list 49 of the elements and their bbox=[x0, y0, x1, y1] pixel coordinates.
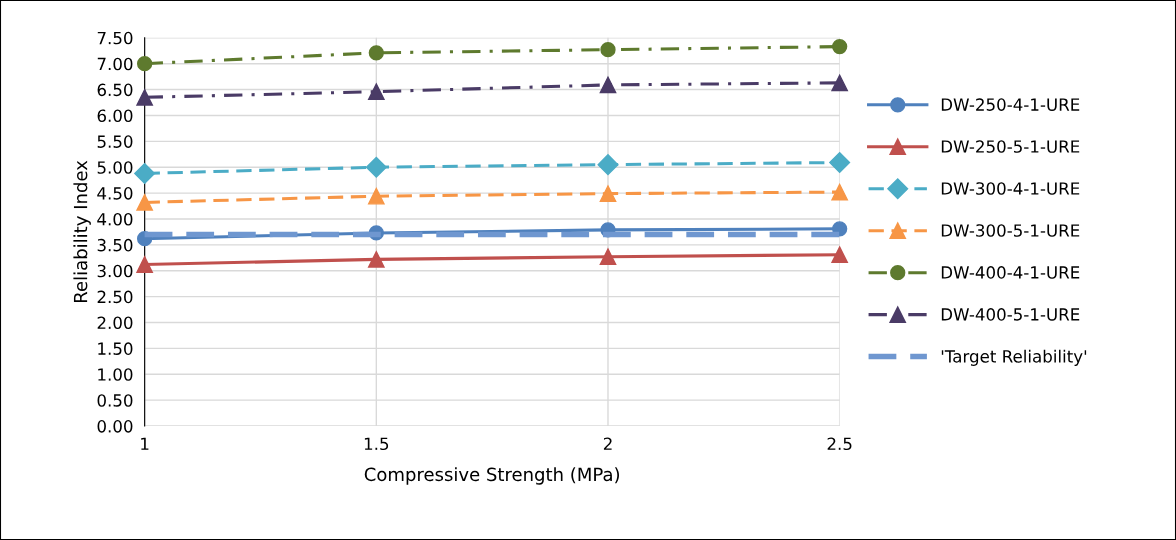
y-tick-label: 4.50 bbox=[97, 187, 133, 200]
x-tick-label: 1 bbox=[141, 437, 149, 450]
point bbox=[599, 76, 617, 94]
point bbox=[134, 162, 156, 184]
y-tick-label: 1.50 bbox=[98, 342, 133, 355]
point bbox=[831, 246, 848, 264]
x-tick-label: 1.5 bbox=[364, 437, 389, 451]
y-tick-label: 5.50 bbox=[97, 135, 133, 148]
point bbox=[832, 38, 848, 55]
y-tick-label: 3.00 bbox=[97, 264, 133, 278]
point bbox=[829, 152, 851, 174]
legend-label: DW-250-5-1-URE bbox=[941, 140, 1080, 153]
point bbox=[599, 185, 617, 202]
point bbox=[365, 156, 387, 178]
point bbox=[136, 194, 153, 211]
y-axis-title: Reliability Index bbox=[73, 160, 91, 302]
y-tick-label: 1.00 bbox=[98, 368, 133, 381]
y-tick-label: 2.50 bbox=[97, 290, 133, 304]
point bbox=[367, 251, 385, 268]
point bbox=[137, 56, 153, 72]
y-tick-label: 0.50 bbox=[97, 394, 133, 407]
x-tick-label: 2.5 bbox=[827, 437, 852, 451]
legend-label: DW-400-4-1-URE bbox=[941, 266, 1080, 279]
y-tick-label: 7.50 bbox=[97, 31, 133, 45]
legend-label: DW-300-4-1-URE bbox=[941, 182, 1080, 195]
point bbox=[368, 45, 384, 61]
legend-label: 'Target Reliability' bbox=[941, 349, 1087, 366]
y-tick-label: 2.00 bbox=[97, 316, 133, 330]
y-tick-label: 4.00 bbox=[97, 212, 133, 226]
point bbox=[831, 183, 848, 201]
y-tick-label: 7.00 bbox=[97, 57, 133, 71]
point bbox=[367, 83, 385, 100]
point bbox=[599, 248, 617, 266]
legend-label: DW-300-5-1-URE bbox=[941, 224, 1080, 237]
y-tick-label: 6.50 bbox=[97, 83, 133, 97]
point bbox=[600, 42, 616, 58]
legend-label: DW-250-4-1-URE bbox=[941, 98, 1080, 111]
legend-label: DW-400-5-1-URE bbox=[941, 308, 1080, 321]
point bbox=[367, 187, 385, 205]
point bbox=[831, 74, 848, 92]
x-tick-label: 2 bbox=[603, 437, 612, 450]
y-tick-label: 5.00 bbox=[97, 161, 133, 174]
point bbox=[136, 256, 153, 273]
y-tick-label: 3.50 bbox=[97, 238, 133, 252]
y-tick-label: 6.00 bbox=[97, 109, 133, 123]
point bbox=[136, 88, 153, 106]
y-tick-label: 0.00 bbox=[97, 420, 133, 433]
point bbox=[597, 154, 619, 176]
x-axis-title: Compressive Strength (MPa) bbox=[364, 467, 620, 485]
